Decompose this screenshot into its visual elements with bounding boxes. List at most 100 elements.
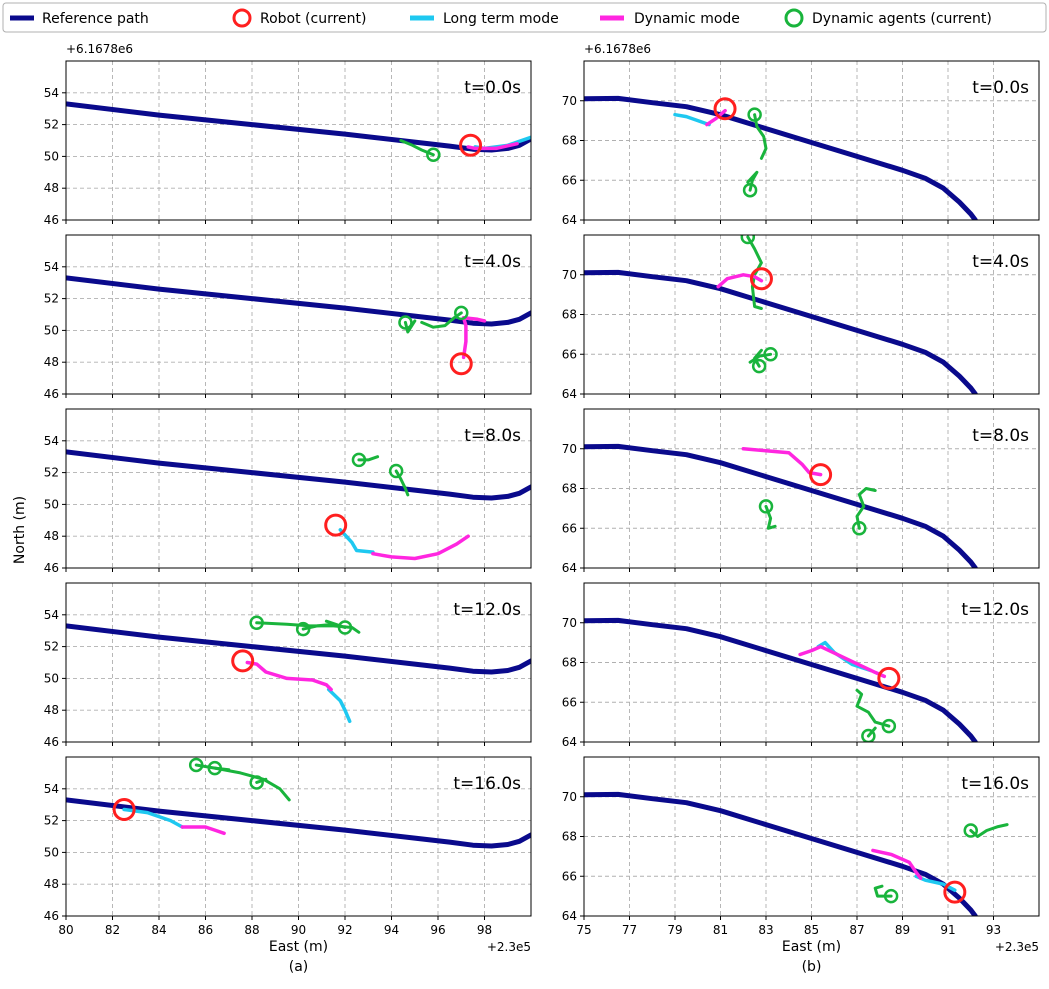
data-layer [66, 615, 531, 724]
robot-marker [324, 513, 348, 537]
x-axis-label-a: East (m) [269, 939, 328, 955]
agent-trail-1 [855, 487, 877, 530]
robot-marker [112, 797, 136, 821]
data-layer [66, 449, 531, 561]
agent-trail-0 [753, 113, 768, 160]
x-tick-label: 91 [940, 923, 955, 937]
x-tick-label: 87 [849, 923, 864, 937]
x-tick-label: 94 [384, 923, 399, 937]
x-offset-label-b: +2.3e5 [995, 940, 1039, 954]
reference-path [584, 791, 978, 916]
y-tick-label: 50 [44, 149, 59, 163]
x-tick-label: 92 [337, 923, 352, 937]
y-tick-label: 50 [44, 845, 59, 859]
agent-marker-0 [351, 452, 367, 468]
x-tick-label: 86 [198, 923, 213, 937]
agent-marker-2 [751, 358, 767, 374]
y-tick-label: 50 [44, 671, 59, 685]
dynamic-path [461, 315, 487, 360]
dynamic-path [466, 141, 519, 151]
agent-marker-1 [454, 305, 469, 321]
panel-a-2: 46 48 50 52 54 t=8.0s [44, 408, 532, 575]
x-tick-label: 90 [291, 923, 306, 937]
reference-path [66, 101, 531, 153]
x-tick-label: 82 [105, 923, 120, 937]
y-tick-label: 50 [44, 497, 59, 511]
reference-path [66, 449, 531, 501]
dynamic-path [871, 848, 923, 880]
time-label: t=16.0s [453, 774, 521, 794]
y-tick-label: 70 [562, 616, 577, 630]
agent-trail-0 [855, 688, 891, 728]
reference-path [66, 623, 531, 675]
y-tick-label: 46 [44, 735, 59, 749]
x-tick-label: 81 [713, 923, 728, 937]
long-term-path [122, 807, 185, 829]
agent-trail-1 [394, 469, 410, 497]
y-tick-label: 46 [44, 909, 59, 923]
dynamic-path [716, 273, 764, 289]
legend-label-0: Reference path [42, 11, 149, 27]
legend-label-4: Dynamic agents (current) [812, 11, 992, 27]
agent-marker-0 [740, 235, 756, 245]
x-tick-label: 89 [895, 923, 910, 937]
robot-marker [877, 666, 901, 690]
panel-b-3: 64 66 68 70 t=12.0s [562, 582, 1040, 749]
y-tick-label: 52 [44, 118, 59, 132]
time-label: t=12.0s [453, 600, 521, 620]
agent-marker-0 [747, 107, 762, 122]
y-tick-label: 64 [562, 213, 577, 227]
legend-label-3: Dynamic mode [634, 11, 740, 27]
y-tick-label: 48 [44, 355, 59, 369]
data-layer [584, 443, 978, 568]
y-tick-label: 48 [44, 703, 59, 717]
agent-marker-1 [883, 888, 899, 904]
y-tick-label: 64 [562, 909, 577, 923]
y-tick-label: 66 [562, 695, 577, 709]
agent-marker-1 [295, 621, 311, 637]
y-tick-label: 52 [44, 814, 59, 828]
x-tick-label: 79 [667, 923, 682, 937]
robot-marker [749, 267, 773, 291]
agent-marker-1 [742, 182, 758, 198]
x-axis-label-b: East (m) [782, 939, 841, 955]
y-tick-label: 68 [562, 830, 577, 844]
panel-b-1: 64 66 68 70 t=4.0s [562, 234, 1040, 401]
y-tick-label: 70 [562, 442, 577, 456]
x-tick-label: 85 [804, 923, 819, 937]
reference-path [584, 443, 978, 568]
y-tick-label: 52 [44, 292, 59, 306]
panel-b-2: 64 66 68 70 t=8.0s [562, 408, 1040, 575]
agent-marker-2 [337, 620, 353, 635]
y-tick-label: 46 [44, 561, 59, 575]
dynamic-path [798, 644, 887, 679]
x-tick-label: 80 [58, 923, 73, 937]
y-tick-label: 66 [562, 347, 577, 361]
agent-marker-0 [249, 615, 264, 630]
y-offset-label-b: +6.1678e6 [584, 42, 651, 56]
agent-trail-0 [403, 319, 417, 334]
y-tick-label: 70 [562, 790, 577, 804]
dynamic-path [180, 825, 226, 836]
x-offset-label-a: +2.3e5 [487, 940, 531, 954]
time-label: t=12.0s [961, 600, 1029, 620]
panel-a-1: 46 48 50 52 54 t=4.0s [44, 234, 532, 401]
panel-b-4: 64 66 68 70 t=16.0s 75 77 79 81 83 85 87 89 91 93 [562, 756, 1040, 937]
y-tick-label: 52 [44, 640, 59, 654]
y-tick-label: 66 [562, 521, 577, 535]
time-label: t=4.0s [972, 252, 1029, 272]
plots: +6.1678e6 46 48 50 52 54 t=0.0s 46 48 50 52 54 t=4.0… [44, 42, 1040, 975]
agent-marker-0 [398, 315, 413, 330]
y-tick-label: 68 [562, 308, 577, 322]
long-term-path [338, 528, 375, 554]
panel-a-0: 46 48 50 52 54 t=0.0s [44, 60, 532, 227]
y-tick-label: 54 [44, 86, 59, 100]
x-tick-label: 88 [244, 923, 259, 937]
y-tick-label: 54 [44, 260, 59, 274]
x-tick-label: 96 [430, 923, 445, 937]
x-tick-label: 93 [986, 923, 1001, 937]
robot-marker [943, 880, 967, 904]
agent-marker-0 [963, 823, 978, 838]
agent-marker-0 [881, 718, 897, 734]
y-tick-label: 70 [562, 268, 577, 282]
